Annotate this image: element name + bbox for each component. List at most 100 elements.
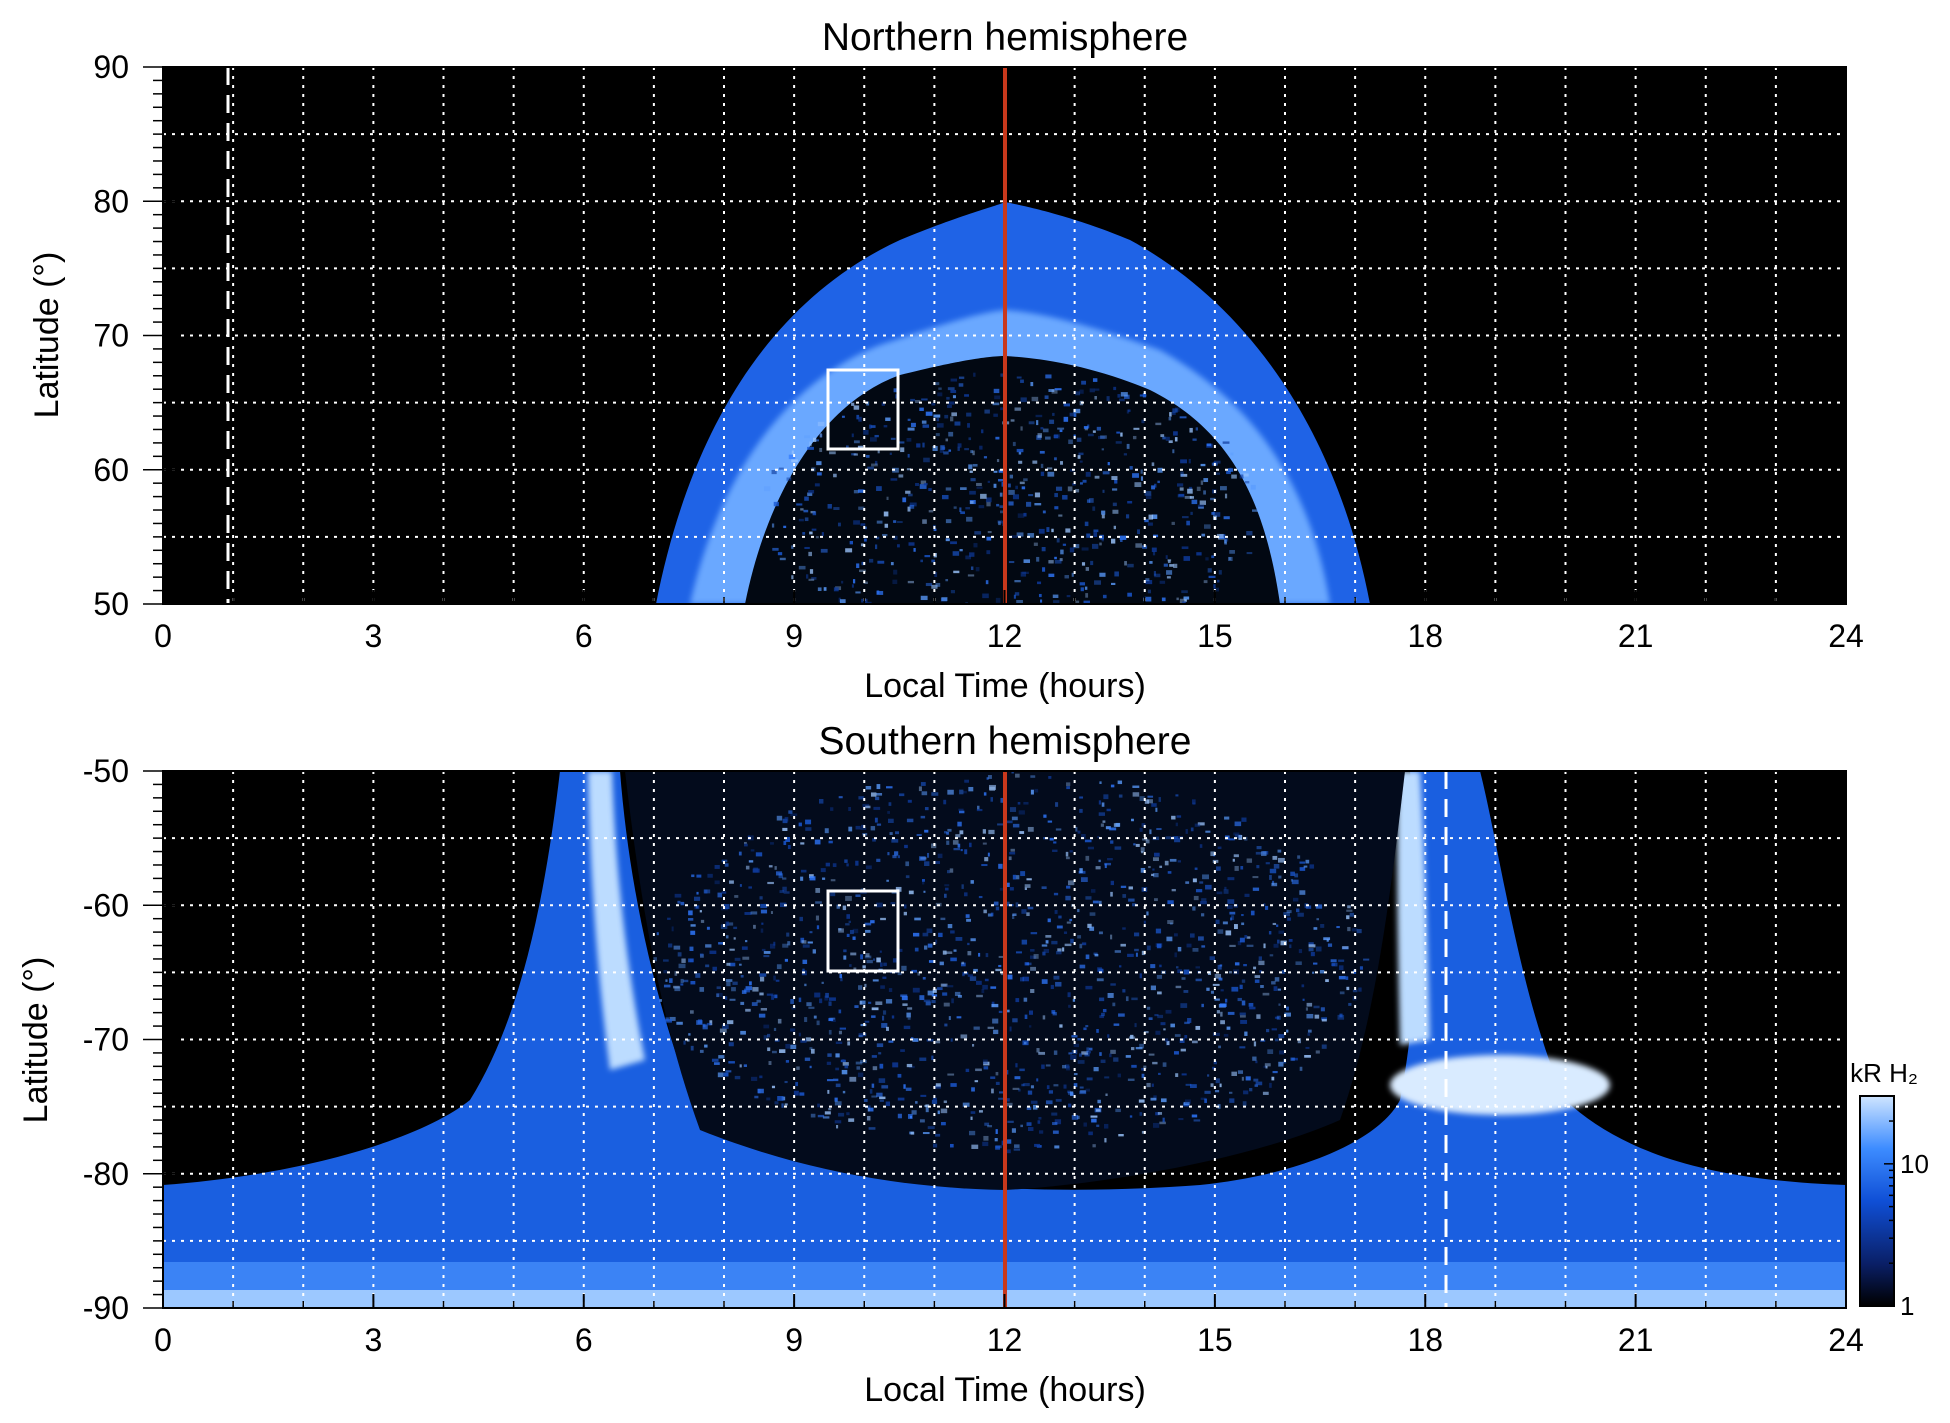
southern-y-tick-label: -60 bbox=[83, 887, 129, 923]
southern-speckle bbox=[1143, 1031, 1149, 1034]
southern-speckle bbox=[864, 922, 872, 926]
southern-speckle bbox=[891, 838, 899, 843]
southern-speckle bbox=[906, 1063, 913, 1068]
southern-speckle bbox=[726, 962, 731, 966]
southern-speckle bbox=[1189, 933, 1195, 938]
northern-speckle bbox=[1179, 416, 1187, 419]
southern-speckle bbox=[871, 1015, 876, 1018]
northern-x-tick-label: 12 bbox=[987, 618, 1023, 654]
northern-speckle bbox=[966, 412, 972, 417]
colorbar-tick-label: 10 bbox=[1900, 1149, 1929, 1179]
southern-speckle bbox=[1150, 1097, 1157, 1101]
northern-speckle bbox=[925, 582, 933, 587]
southern-speckle bbox=[1065, 851, 1069, 857]
northern-speckle bbox=[1052, 594, 1059, 598]
northern-speckle bbox=[1239, 474, 1244, 479]
southern-speckle bbox=[1160, 1022, 1166, 1026]
northern-speckle bbox=[925, 631, 928, 635]
southern-speckle bbox=[1057, 948, 1062, 952]
southern-speckle bbox=[1299, 890, 1306, 895]
northern-speckle bbox=[1019, 481, 1025, 485]
southern-speckle bbox=[709, 950, 717, 955]
northern-speckle bbox=[1059, 558, 1063, 562]
southern-speckle bbox=[1167, 920, 1174, 925]
southern-speckle bbox=[1246, 936, 1251, 939]
northern-speckle bbox=[815, 536, 819, 539]
northern-speckle bbox=[1093, 529, 1099, 533]
northern-speckle bbox=[934, 572, 938, 578]
southern-speckle bbox=[773, 1027, 777, 1031]
northern-speckle bbox=[852, 605, 854, 608]
southern-speckle bbox=[879, 1099, 884, 1102]
northern-speckle bbox=[922, 519, 927, 524]
northern-speckle bbox=[783, 525, 787, 529]
northern-speckle bbox=[1010, 419, 1015, 422]
northern-speckle bbox=[1057, 427, 1065, 430]
southern-speckle bbox=[971, 1144, 979, 1149]
southern-speckle bbox=[960, 849, 963, 852]
northern-speckle bbox=[928, 510, 934, 513]
northern-speckle bbox=[1126, 443, 1130, 449]
southern-speckle bbox=[1217, 1104, 1221, 1109]
northern-y-tick-label: 50 bbox=[93, 586, 129, 622]
southern-speckle bbox=[699, 953, 704, 956]
southern-speckle bbox=[921, 879, 925, 882]
southern-speckle bbox=[998, 964, 1002, 968]
southern-speckle bbox=[1214, 1090, 1220, 1093]
southern-speckle bbox=[973, 1026, 980, 1030]
southern-speckle bbox=[722, 1024, 729, 1029]
northern-speckle bbox=[1217, 579, 1220, 583]
southern-cap-interior bbox=[625, 771, 1405, 1190]
southern-speckle bbox=[1127, 953, 1134, 957]
northern-speckle bbox=[804, 546, 810, 549]
southern-speckle bbox=[984, 857, 989, 862]
northern-speckle bbox=[950, 416, 954, 422]
northern-speckle bbox=[963, 626, 969, 629]
northern-speckle bbox=[812, 437, 817, 442]
northern-speckle bbox=[950, 389, 957, 393]
southern-speckle bbox=[1052, 1122, 1058, 1126]
northern-speckle bbox=[1042, 428, 1049, 433]
southern-speckle bbox=[1143, 920, 1146, 924]
northern-speckle bbox=[807, 446, 814, 450]
southern-speckle bbox=[712, 966, 717, 971]
southern-speckle bbox=[1152, 868, 1155, 871]
northern-speckle bbox=[1008, 489, 1015, 495]
northern-speckle bbox=[1222, 441, 1230, 444]
northern-speckle bbox=[1028, 421, 1035, 425]
southern-y-tick-label: -50 bbox=[83, 753, 129, 789]
southern-speckle bbox=[975, 1068, 982, 1072]
southern-speckle bbox=[1220, 1011, 1223, 1017]
northern-speckle bbox=[833, 587, 839, 592]
southern-speckle bbox=[825, 862, 830, 867]
southern-speckle bbox=[864, 955, 872, 959]
southern-speckle bbox=[1186, 943, 1192, 948]
southern-speckle bbox=[775, 871, 783, 876]
southern-speckle bbox=[1338, 959, 1345, 962]
southern-speckle bbox=[935, 1083, 941, 1087]
northern-speckle bbox=[1037, 433, 1043, 438]
southern-speckle bbox=[905, 1087, 912, 1091]
southern-speckle bbox=[943, 799, 947, 805]
northern-speckle bbox=[1220, 486, 1227, 491]
southern-speckle bbox=[1227, 877, 1235, 881]
southern-speckle bbox=[1100, 1059, 1106, 1063]
southern-speckle bbox=[904, 904, 907, 909]
southern-speckle bbox=[748, 860, 754, 863]
northern-speckle bbox=[1113, 386, 1117, 391]
southern-speckle bbox=[1244, 1031, 1248, 1036]
southern-speckle bbox=[814, 839, 821, 845]
southern-speckle bbox=[970, 1116, 973, 1120]
southern-speckle bbox=[1170, 1023, 1175, 1028]
northern-speckle bbox=[905, 490, 911, 494]
southern-speckle bbox=[852, 936, 856, 940]
northern-speckle bbox=[858, 489, 865, 493]
southern-speckle bbox=[1093, 952, 1098, 955]
southern-speckle bbox=[696, 874, 702, 878]
southern-speckle bbox=[870, 920, 875, 924]
southern-speckle bbox=[845, 895, 852, 901]
southern-speckle bbox=[1237, 997, 1242, 1002]
southern-speckle bbox=[700, 954, 704, 958]
southern-speckle bbox=[804, 1017, 808, 1023]
southern-speckle bbox=[740, 974, 744, 978]
